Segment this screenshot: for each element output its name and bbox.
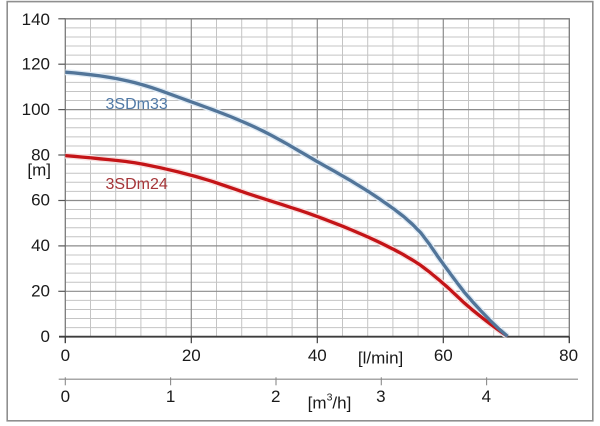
svg-text:60: 60 bbox=[434, 346, 453, 365]
svg-text:2: 2 bbox=[271, 387, 280, 406]
svg-text:4: 4 bbox=[482, 387, 491, 406]
svg-text:140: 140 bbox=[22, 10, 50, 29]
svg-text:20: 20 bbox=[182, 346, 201, 365]
svg-text:3SDm24: 3SDm24 bbox=[106, 176, 168, 193]
svg-text:[m3/h]: [m3/h] bbox=[308, 391, 352, 412]
svg-text:0: 0 bbox=[41, 327, 50, 346]
svg-text:40: 40 bbox=[308, 346, 327, 365]
svg-text:80: 80 bbox=[31, 145, 50, 164]
svg-text:40: 40 bbox=[31, 236, 50, 255]
svg-text:60: 60 bbox=[31, 191, 50, 210]
svg-text:120: 120 bbox=[22, 54, 50, 73]
svg-text:3SDm33: 3SDm33 bbox=[106, 96, 168, 113]
svg-text:80: 80 bbox=[559, 346, 578, 365]
svg-text:100: 100 bbox=[22, 100, 50, 119]
svg-text:0: 0 bbox=[61, 387, 70, 406]
svg-text:20: 20 bbox=[31, 282, 50, 301]
svg-text:3: 3 bbox=[376, 387, 385, 406]
svg-text:[l/min]: [l/min] bbox=[358, 349, 403, 368]
svg-text:1: 1 bbox=[166, 387, 175, 406]
svg-text:[m]: [m] bbox=[27, 161, 51, 180]
svg-text:0: 0 bbox=[61, 346, 70, 365]
